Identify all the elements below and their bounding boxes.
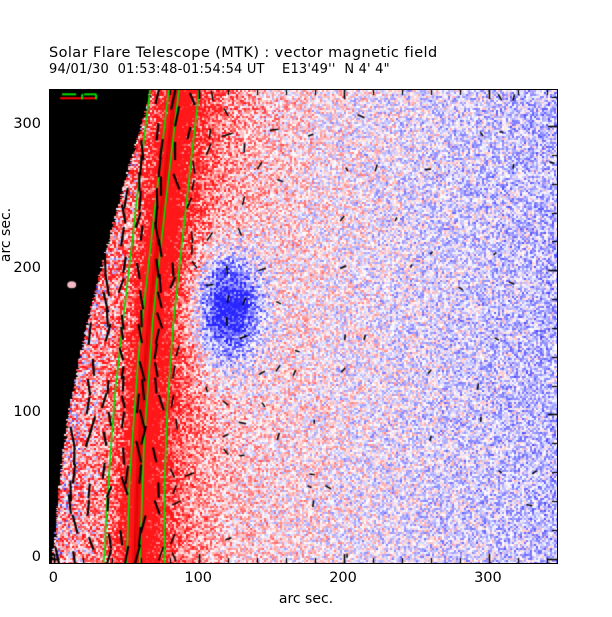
x-tick-label: 300 — [474, 570, 502, 586]
x-axis-title: arc sec. — [278, 591, 334, 607]
figure-title: Solar Flare Telescope (MTK) : vector mag… — [49, 45, 438, 61]
magnetogram-canvas — [50, 90, 557, 563]
y-tick-label: 200 — [13, 260, 41, 277]
y-tick-label: 100 — [13, 404, 41, 421]
figure-subtitle: 94/01/30 01:53:48-01:54:54 UT E13'49'' N… — [49, 62, 390, 77]
figure-title-block: Solar Flare Telescope (MTK) : vector mag… — [49, 45, 589, 78]
x-tick-label: 100 — [184, 570, 213, 586]
y-tick-label: 0 — [31, 548, 41, 565]
x-tick-label: 200 — [329, 570, 357, 586]
plot-frame — [49, 89, 558, 564]
plot-area — [50, 90, 557, 563]
x-tick-label: 0 — [48, 570, 58, 586]
y-tick-label: 300 — [13, 116, 41, 133]
